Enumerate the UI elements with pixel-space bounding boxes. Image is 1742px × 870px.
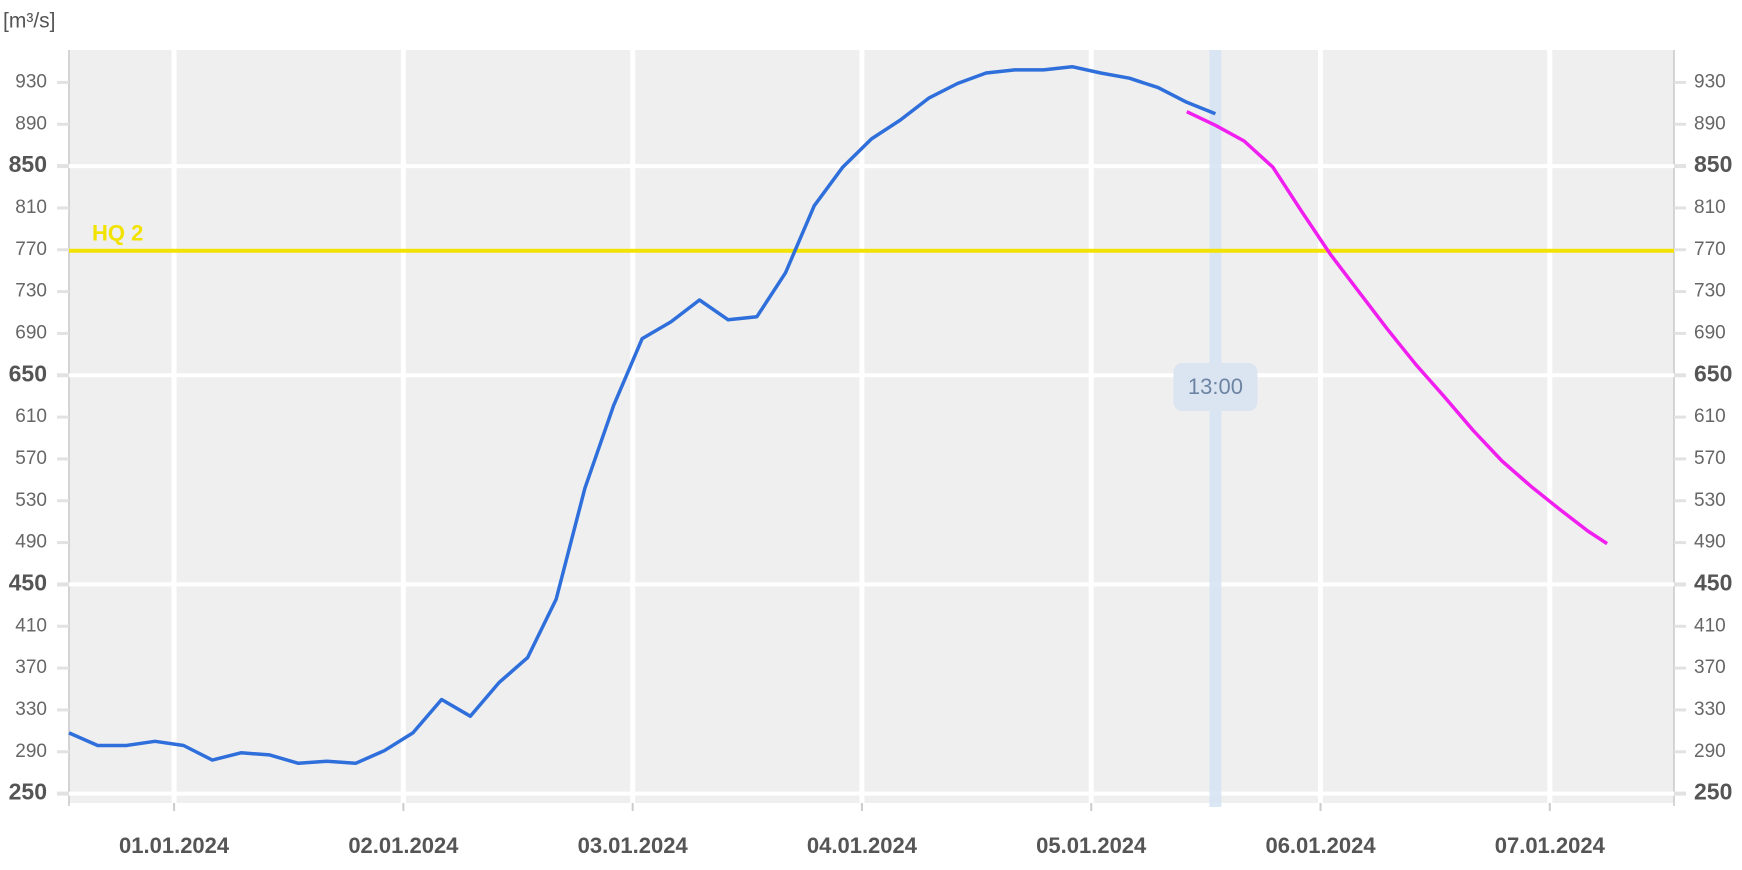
y-tick-label-right: 410	[1694, 615, 1726, 636]
y-tick-label-right: 370	[1694, 657, 1726, 678]
x-tick-label: 05.01.2024	[1036, 833, 1147, 858]
y-tick-label: 370	[15, 657, 47, 678]
y-tick-label-right: 330	[1694, 699, 1726, 720]
y-tick-label: 650	[9, 360, 47, 386]
y-tick-label: 610	[15, 406, 47, 427]
y-tick-label-right: 610	[1694, 406, 1726, 427]
y-tick-label: 250	[9, 779, 47, 805]
y-tick-label-right: 890	[1694, 113, 1726, 134]
y-tick-label: 930	[15, 71, 47, 92]
y-tick-label: 730	[15, 281, 47, 302]
x-tick-label: 02.01.2024	[348, 833, 459, 858]
y-axis-unit: [m³/s]	[3, 10, 56, 33]
y-tick-label-right: 530	[1694, 490, 1726, 511]
y-tick-label-right: 250	[1694, 779, 1732, 805]
y-tick-label-right: 930	[1694, 71, 1726, 92]
x-tick-label: 03.01.2024	[578, 833, 689, 858]
now-label: 13:00	[1188, 374, 1243, 399]
y-tick-label: 770	[15, 239, 47, 260]
y-tick-label-right: 570	[1694, 448, 1726, 469]
y-tick-label: 490	[15, 532, 47, 553]
y-tick-label: 330	[15, 699, 47, 720]
x-tick-label: 01.01.2024	[119, 833, 230, 858]
y-tick-label-right: 690	[1694, 322, 1726, 343]
y-tick-label-right: 290	[1694, 741, 1726, 762]
y-tick-label: 810	[15, 197, 47, 218]
threshold-label: HQ 2	[92, 221, 143, 246]
y-tick-label: 850	[9, 151, 47, 177]
y-tick-label-right: 730	[1694, 281, 1726, 302]
y-tick-label: 290	[15, 741, 47, 762]
x-tick-label: 06.01.2024	[1265, 833, 1376, 858]
y-tick-label: 690	[15, 322, 47, 343]
y-tick-label-right: 450	[1694, 569, 1732, 595]
y-tick-label: 890	[15, 113, 47, 134]
y-tick-label-right: 850	[1694, 151, 1732, 177]
plot-background	[69, 50, 1674, 803]
y-tick-label: 450	[9, 569, 47, 595]
y-tick-label: 530	[15, 490, 47, 511]
series-line	[68, 64, 1217, 766]
x-tick-label: 07.01.2024	[1495, 833, 1606, 858]
series-line	[1186, 110, 1609, 546]
y-tick-label-right: 490	[1694, 532, 1726, 553]
now-band	[1209, 50, 1222, 807]
now-label-box	[1173, 363, 1258, 411]
y-tick-label-right: 810	[1694, 197, 1726, 218]
y-tick-label: 570	[15, 448, 47, 469]
y-tick-label-right: 650	[1694, 360, 1732, 386]
y-tick-label-right: 770	[1694, 239, 1726, 260]
x-tick-label: 04.01.2024	[807, 833, 918, 858]
y-tick-label: 410	[15, 615, 47, 636]
